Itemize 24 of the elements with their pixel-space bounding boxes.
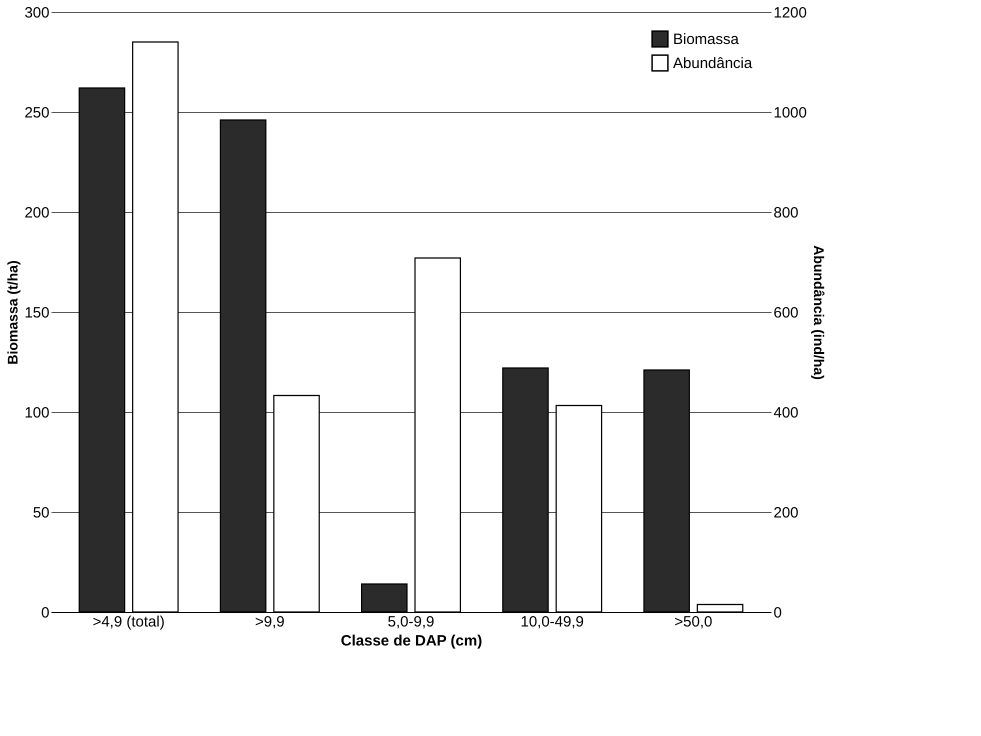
y-tick-label: 50 [32, 504, 50, 522]
y2-tick-label: 0 [774, 604, 782, 622]
y-tick-label: 100 [24, 404, 50, 422]
y2-tick-label: 1200 [774, 4, 807, 22]
y2-tick-label: 200 [774, 504, 799, 522]
x-tick-label: 10,0-49,9 [520, 614, 584, 630]
y2-tick-label: 600 [774, 304, 799, 322]
x-tick-label: >50,0 [674, 614, 712, 630]
legend-label: Abundância [673, 55, 753, 72]
y-axis-title: Biomassa (t/ha) [4, 260, 20, 365]
legend-label: Biomassa [673, 31, 740, 48]
x-tick-label: >9,9 [255, 614, 285, 630]
y-tick-label: 150 [24, 304, 50, 322]
y2-tick-label: 400 [774, 404, 799, 422]
y2-tick-label: 800 [774, 204, 799, 222]
y2-axis-title: Abundância (ind/ha) [810, 245, 827, 380]
y-tick-label: 250 [24, 104, 50, 122]
y-tick-label: 200 [24, 204, 50, 222]
y2-tick-label: 1000 [774, 104, 807, 122]
x-tick-label: 5,0-9,9 [388, 614, 434, 630]
y-tick-label: 0 [41, 604, 50, 622]
x-axis-title: Classe de DAP (cm) [340, 632, 482, 650]
y-tick-label: 300 [24, 4, 50, 22]
x-tick-label: >4,9 (total) [92, 614, 165, 630]
